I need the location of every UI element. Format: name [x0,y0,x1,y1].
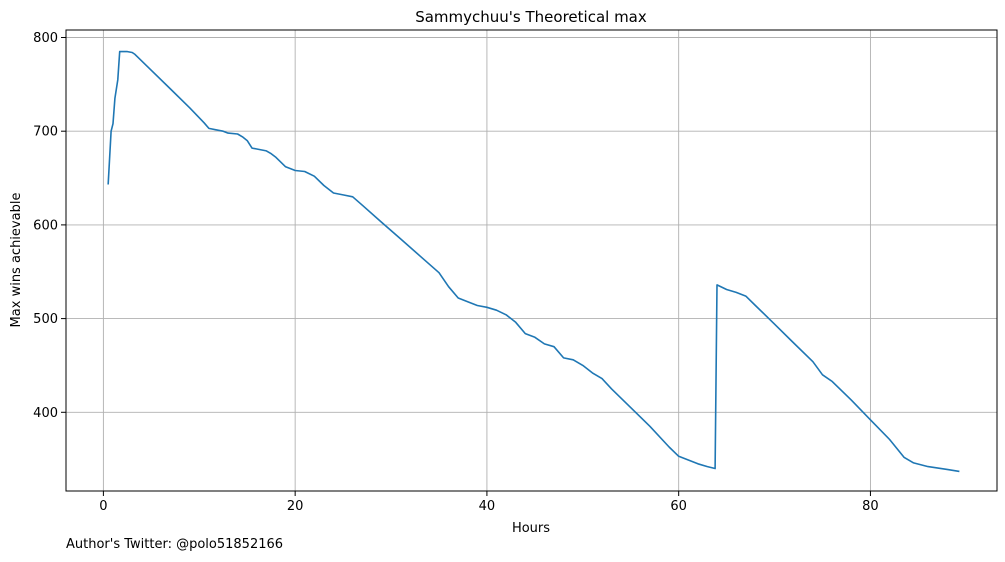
x-tick-label: 0 [99,499,107,514]
series-line [107,50,960,473]
x-tick-label: 80 [862,499,879,514]
x-tick-label: 20 [287,499,304,514]
y-tick-label: 700 [33,125,58,140]
x-tick-label: 40 [479,499,496,514]
y-tick-label: 600 [33,218,58,233]
y-tick-label: 500 [33,312,58,327]
chart-title: Sammychuu's Theoretical max [415,8,647,26]
x-axis: 0 20 40 60 80 [99,491,879,514]
series-layer [107,50,960,473]
x-tick-label: 60 [670,499,687,514]
grid-lines [66,30,997,491]
y-tick-label: 800 [33,31,58,46]
y-axis-label: Max wins achievable [9,193,24,328]
author-credit: Author's Twitter: @polo51852166 [66,537,284,552]
y-axis: 400 500 600 700 800 [33,31,66,421]
plot-frame [65,29,998,492]
y-tick-label: 400 [33,406,58,421]
x-axis-label: Hours [512,521,550,536]
